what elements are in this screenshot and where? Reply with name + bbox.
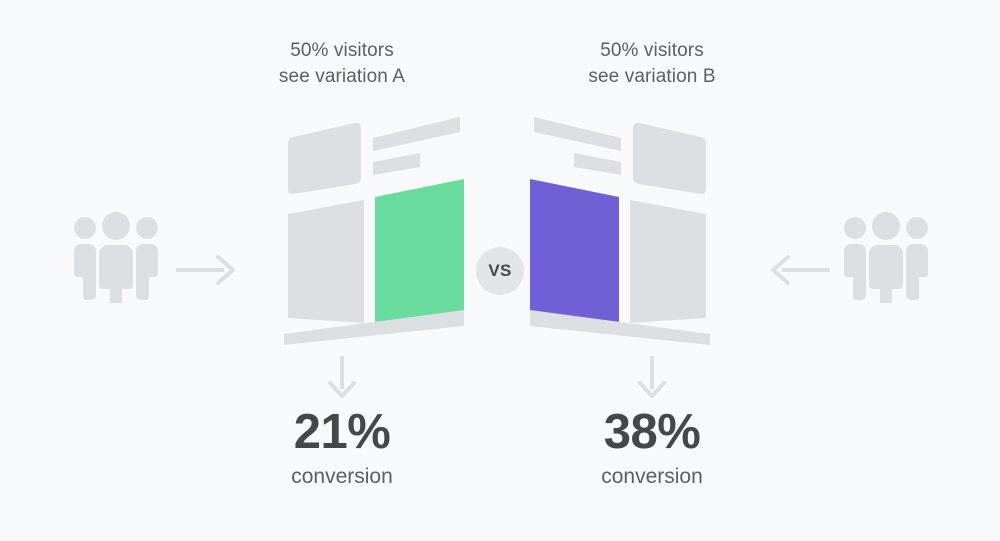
versus-label: VS (488, 261, 512, 280)
flow-arrow-left (768, 252, 830, 288)
visitors-right-group (838, 207, 934, 303)
arrow-left-icon (771, 255, 830, 285)
wireframe-header-line (534, 117, 621, 151)
wireframe-footer-bar (284, 310, 464, 345)
wireframe-footer-bar (530, 310, 710, 345)
flow-arrow-right (176, 252, 238, 288)
variation-b-wireframe (530, 117, 710, 345)
wireframe-accent-panel (375, 179, 464, 324)
wireframe-panel-right (630, 200, 706, 323)
arrow-right-icon (176, 255, 235, 285)
people-group-icon (844, 212, 928, 303)
wireframe-header-line (373, 117, 460, 151)
variation-a-wireframe (284, 117, 464, 345)
wireframe-subheader-line (373, 153, 420, 175)
variation-a-conversion-label: conversion (291, 465, 393, 488)
wireframe-panel-left (288, 200, 364, 323)
variation-a-column: 50% visitors see variation A 21% convers… (192, 38, 492, 490)
people-group-icon (74, 212, 158, 303)
wireframe-thumbnail (633, 122, 706, 195)
arrow-down-icon (328, 356, 356, 398)
variation-b-caption: 50% visitors see variation B (588, 40, 716, 87)
visitors-left-group (68, 207, 164, 303)
variation-a-caption: 50% visitors see variation A (278, 40, 406, 87)
wireframe-accent-panel (530, 179, 619, 324)
versus-badge: VS (476, 247, 524, 295)
wireframe-subheader-line (574, 153, 621, 175)
variation-a-conversion-value: 21% (293, 405, 391, 459)
variation-b-column: 50% visitors see variation B 38% convers… (502, 38, 802, 490)
variation-b-conversion-value: 38% (603, 405, 701, 459)
arrow-down-icon (638, 356, 666, 398)
variation-b-conversion-label: conversion (601, 465, 703, 488)
wireframe-thumbnail (288, 122, 361, 195)
